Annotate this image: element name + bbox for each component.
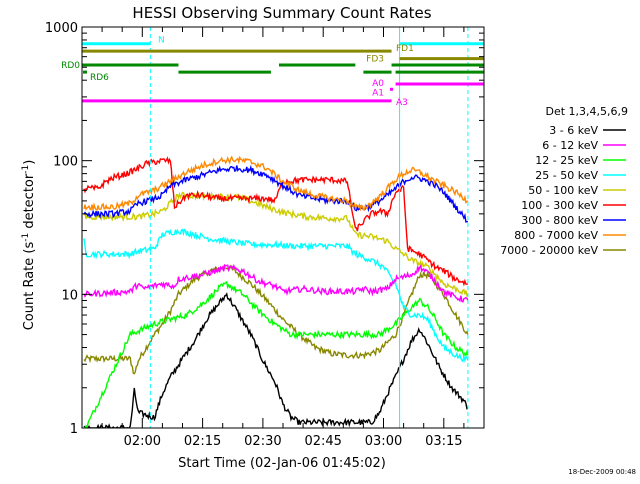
chart-title: HESSI Observing Summary Count Rates	[132, 4, 431, 22]
x-tick-label: 02:45	[304, 434, 341, 449]
series-line	[84, 280, 469, 428]
flag-label: RD6	[90, 73, 109, 83]
x-tick-label: 02:15	[184, 434, 221, 449]
flag-bars-layer	[82, 42, 484, 103]
series-line	[83, 164, 468, 223]
flag-label: RD0	[61, 61, 80, 71]
plot-frame	[81, 26, 485, 429]
y-tick-label: 10	[61, 288, 78, 303]
x-axis-label: Start Time (02-Jan-06 01:45:02)	[178, 456, 386, 471]
flag-marker	[390, 87, 393, 91]
legend-label: 50 - 100 keV	[528, 184, 598, 197]
series-line	[83, 264, 469, 375]
y-axis-label: Count Rate (s-1 detector-1)	[21, 160, 37, 331]
flag-label: A0	[372, 79, 384, 89]
series-line	[83, 155, 469, 212]
legend-label: 7000 - 20000 keV	[500, 244, 598, 257]
x-tick-label: 03:15	[425, 434, 462, 449]
series-line	[83, 156, 469, 287]
flag-label: FD3	[366, 55, 384, 65]
legend-label: 300 - 800 keV	[521, 214, 598, 227]
flag-label: N	[158, 36, 165, 46]
legend-label: 3 - 6 keV	[549, 124, 598, 137]
legend-label: 6 - 12 keV	[542, 139, 598, 152]
series-layer	[82, 27, 469, 428]
x-tick-label: 02:00	[124, 434, 161, 449]
series-line	[83, 191, 469, 298]
flag-label: A3	[396, 98, 408, 108]
series-line	[83, 292, 469, 428]
legend-label: 25 - 50 keV	[535, 169, 598, 182]
legend-title: Det 1,3,4,5,6,9	[545, 105, 628, 118]
legend-label: 100 - 300 keV	[521, 199, 598, 212]
series-line	[83, 263, 469, 303]
legend-layer: 3 - 6 keV 6 - 12 keV 12 - 25 keV 25 - 50 ke…	[500, 124, 626, 257]
flag-label: A1	[372, 88, 384, 98]
x-tick-label: 03:00	[365, 434, 402, 449]
flag-label: FD1	[396, 44, 414, 54]
y-tick-label: 1	[70, 422, 78, 437]
legend-label: 12 - 25 keV	[535, 154, 598, 167]
series-line	[83, 228, 469, 364]
y-axis-label-group: Count Rate (s-1 detector-1)	[21, 160, 37, 331]
y-tick-label: 1000	[45, 21, 78, 36]
legend-label: 800 - 7000 keV	[514, 229, 598, 242]
y-tick-label: 100	[53, 155, 78, 170]
flag-marker	[83, 70, 87, 74]
timestamp-label: 18-Dec-2009 00:48	[568, 468, 636, 476]
x-tick-label: 02:30	[244, 434, 281, 449]
